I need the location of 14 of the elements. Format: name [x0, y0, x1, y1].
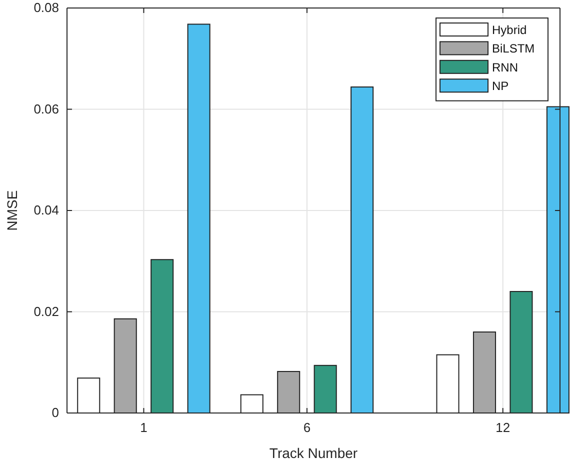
legend-label: RNN: [492, 60, 518, 74]
x-tick-label: 1: [140, 420, 148, 436]
x-tick-label: 12: [496, 420, 510, 436]
y-tick-label: 0: [52, 405, 59, 420]
y-tick-label: 0.06: [34, 101, 59, 116]
legend-label: BiLSTM: [492, 42, 535, 56]
x-axis-title: Track Number: [269, 445, 358, 461]
legend-label: Hybrid: [492, 23, 527, 37]
legend-label: NP: [492, 79, 509, 94]
y-axis-title: NMSE: [4, 190, 20, 231]
y-tick-label: 0.08: [34, 0, 59, 16]
y-tick-label: 0.02: [34, 304, 59, 319]
y-tick-label: 0.04: [34, 202, 59, 218]
x-tick-label: 6: [303, 420, 311, 436]
